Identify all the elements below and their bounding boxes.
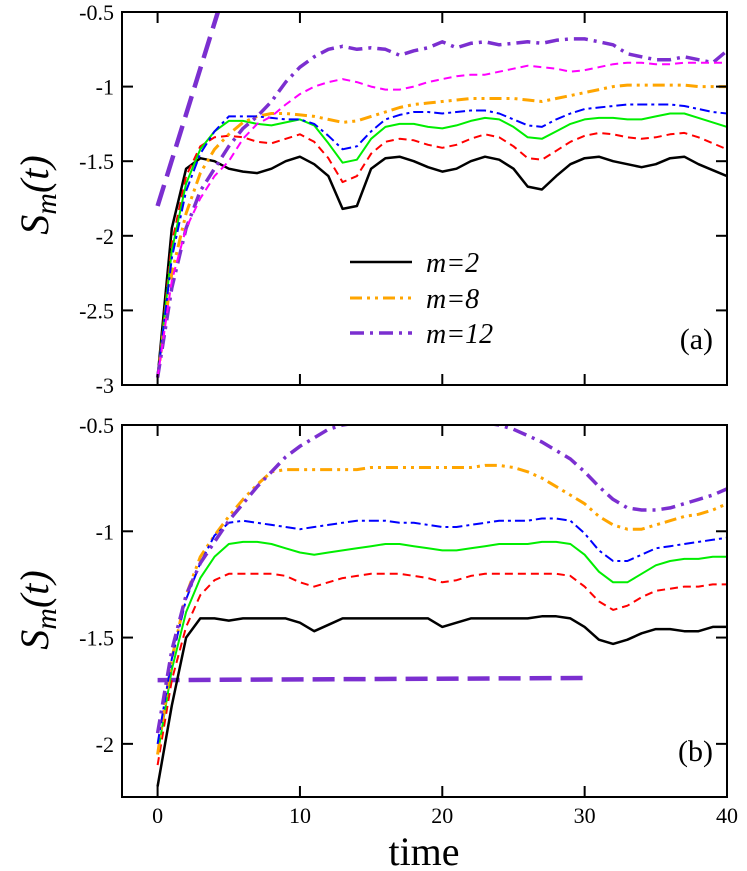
ylabel-panel-b: Sm(t) [12, 570, 63, 649]
panel-a: -3 -2.5 -2 -1.5 -1 -0.5 (a) [79, 0, 728, 398]
reference-line-slope [155, 12, 221, 207]
ytick-label: -3 [96, 373, 114, 398]
ytick-label: -2 [96, 224, 114, 249]
xtick-label: 20 [431, 803, 453, 828]
ylabel-panel-a: Sm(t) [12, 155, 63, 234]
panel-label: (b) [678, 735, 713, 768]
series-line-m4 [156, 572, 727, 766]
series-line-m2 [156, 155, 727, 378]
ytick-label: -2 [96, 732, 114, 757]
plot-area [155, 425, 727, 787]
axes-frame [121, 11, 728, 386]
series-line-m8 [156, 83, 727, 378]
legend-label-m2: m=2 [426, 248, 479, 279]
xtick-label: 0 [152, 803, 163, 828]
series-line-m12 [155, 425, 727, 734]
series-line-m6 [156, 112, 727, 378]
ytick-label: -1 [96, 519, 114, 544]
legend-label-m12: m=12 [426, 319, 493, 350]
axes-frame [121, 424, 728, 798]
series-line-m4 [156, 131, 727, 378]
series-line-m10 [156, 103, 727, 378]
xtick-label: 30 [574, 803, 596, 828]
ytick-label: -0.5 [79, 413, 114, 438]
ytick-label: -1 [96, 75, 114, 100]
plot-area [155, 12, 727, 378]
series-line-m6 [156, 540, 727, 755]
ytick-label: -1.5 [79, 626, 114, 651]
panel-label: (a) [680, 323, 713, 356]
panel-b: -2 -1.5 -1 -0.5 0 10 20 30 40 (b) [79, 413, 738, 828]
ytick-label: -2.5 [79, 298, 114, 323]
series-line-m2 [156, 615, 727, 787]
series-line-m10 [156, 517, 727, 745]
ytick-label: -1.5 [79, 149, 114, 174]
reference-line-flat [157, 675, 585, 683]
legend-label-m8: m=8 [426, 284, 479, 315]
legend: m=2 m=8 m=12 [350, 248, 493, 350]
ytick-label: -0.5 [79, 0, 114, 25]
xtick-label: 10 [289, 803, 311, 828]
xlabel: time [388, 829, 459, 871]
series-line-m12 [155, 37, 727, 378]
xtick-label: 40 [716, 803, 738, 828]
